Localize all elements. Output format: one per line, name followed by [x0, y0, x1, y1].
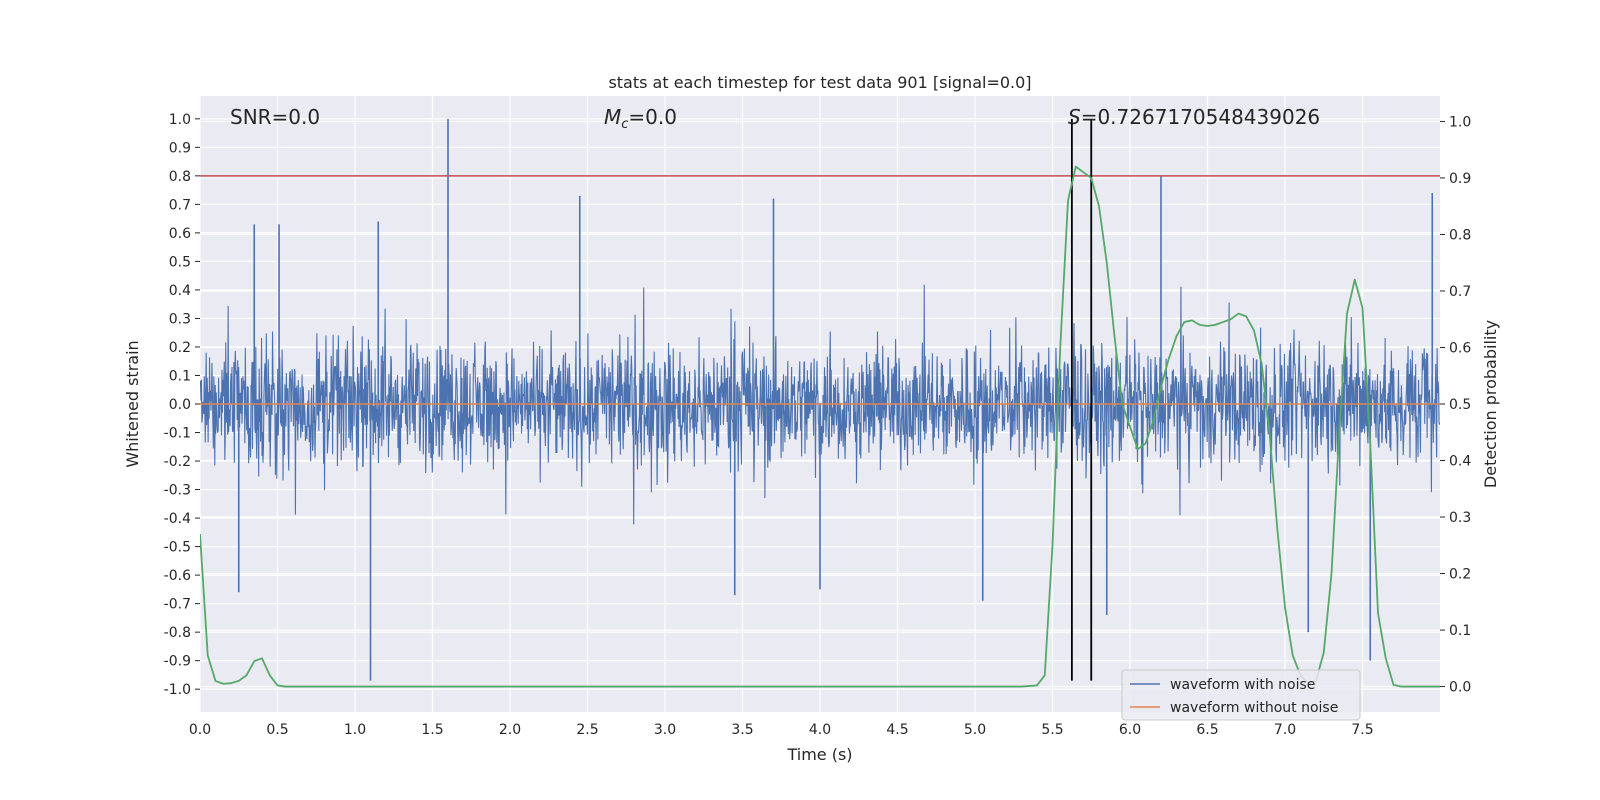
y-left-tick-label: 0.0 [169, 397, 191, 413]
mc-symbol: M [604, 105, 621, 129]
y-left-tick-label: -0.5 [164, 540, 191, 556]
legend-label-no-noise: waveform without noise [1170, 700, 1338, 716]
x-axis-label: Time (s) [786, 745, 852, 764]
y-left-tick-label: -0.9 [164, 654, 191, 670]
y-right-tick-label: 0.7 [1449, 284, 1471, 300]
x-tick-label: 5.5 [1041, 722, 1063, 738]
y-left-tick-label: -0.3 [164, 483, 191, 499]
y-right-tick-label: 0.2 [1449, 567, 1471, 583]
x-tick-label: 3.0 [654, 722, 676, 738]
y-left-tick-label: 0.6 [169, 226, 191, 242]
y-left-tick-label: -0.6 [164, 568, 191, 584]
legend-box [1121, 669, 1361, 721]
y-axis-right-label: Detection probability [1481, 320, 1500, 488]
x-tick-label: 4.0 [809, 722, 831, 738]
snr-annotation: SNR=0.0 [230, 105, 320, 129]
y-right-tick-label: 0.5 [1449, 397, 1471, 413]
series-detection-probability [200, 165, 1440, 688]
x-tick-label: 5.0 [964, 722, 986, 738]
y-right-tick-label: 0.8 [1449, 227, 1471, 243]
mc-annotation: Mc=0.0 [604, 105, 677, 132]
x-tick-label: 2.5 [576, 722, 598, 738]
legend-label-noise: waveform with noise [1170, 677, 1315, 693]
x-tick-label: 7.0 [1274, 722, 1296, 738]
y-right-tick-label: 0.9 [1449, 171, 1471, 187]
y-left-tick-label: -0.2 [164, 454, 191, 470]
x-tick-label: 0.0 [189, 722, 211, 738]
chart-title: stats at each timestep for test data 901… [608, 73, 1031, 92]
series-layer [200, 118, 1440, 688]
s-annotation: S=0.7267170548439026 [1068, 105, 1320, 129]
y-left-tick-label: 0.2 [169, 340, 191, 356]
y-axis-left-label: Whitened strain [123, 340, 142, 467]
mc-subscript: c [621, 117, 628, 132]
x-axis-ticks: 0.0 0.5 1.0 1.5 2.0 2.5 3.0 3.5 4.0 4.5 5.0 5.5 6.0 6… [189, 722, 1374, 738]
y-left-tick-label: 0.9 [169, 140, 191, 156]
y-left-tick-label: 1.0 [169, 112, 191, 128]
s-value: =0.7267170548439026 [1081, 105, 1320, 129]
x-tick-label: 0.5 [266, 722, 288, 738]
y-left-tick-label: -0.8 [164, 625, 191, 641]
y-right-tick-label: 0.3 [1449, 510, 1471, 526]
y-axis-right-ticks: 1.0 0.9 0.8 0.7 0.6 0.5 0.4 0.3 0.2 0.1 0.0 [1440, 114, 1471, 696]
x-tick-label: 7.5 [1351, 722, 1373, 738]
x-tick-label: 1.5 [421, 722, 443, 738]
y-left-tick-label: 0.4 [169, 283, 191, 299]
x-tick-label: 3.5 [731, 722, 753, 738]
y-left-tick-label: 0.1 [169, 368, 191, 384]
x-tick-label: 1.0 [344, 722, 366, 738]
x-tick-label: 4.5 [886, 722, 908, 738]
y-left-tick-label: 0.8 [169, 169, 191, 185]
y-right-tick-label: 0.1 [1449, 623, 1471, 639]
y-right-tick-label: 1.0 [1449, 114, 1471, 130]
y-left-tick-label: 0.7 [169, 197, 191, 213]
x-tick-label: 2.0 [499, 722, 521, 738]
y-right-tick-label: 0.4 [1449, 454, 1471, 470]
x-tick-label: 6.5 [1196, 722, 1218, 738]
y-axis-left-ticks: 1.0 0.9 0.8 0.7 0.6 0.5 0.4 0.3 0.2 0.1 0.0 -0.1 -0.… [164, 112, 200, 698]
y-left-tick-label: -0.1 [164, 426, 191, 442]
y-left-tick-label: -1.0 [164, 682, 191, 698]
mc-value: =0.0 [628, 105, 677, 129]
x-tick-label: 6.0 [1119, 722, 1141, 738]
y-left-tick-label: 0.3 [169, 311, 191, 327]
legend: waveform with noise waveform without noi… [1121, 669, 1361, 721]
y-right-tick-label: 0.6 [1449, 340, 1471, 356]
y-left-tick-label: -0.7 [164, 597, 191, 613]
y-left-tick-label: -0.4 [164, 511, 191, 527]
s-symbol: S [1068, 105, 1081, 129]
y-left-tick-label: 0.5 [169, 254, 191, 270]
y-right-tick-label: 0.0 [1449, 680, 1471, 696]
